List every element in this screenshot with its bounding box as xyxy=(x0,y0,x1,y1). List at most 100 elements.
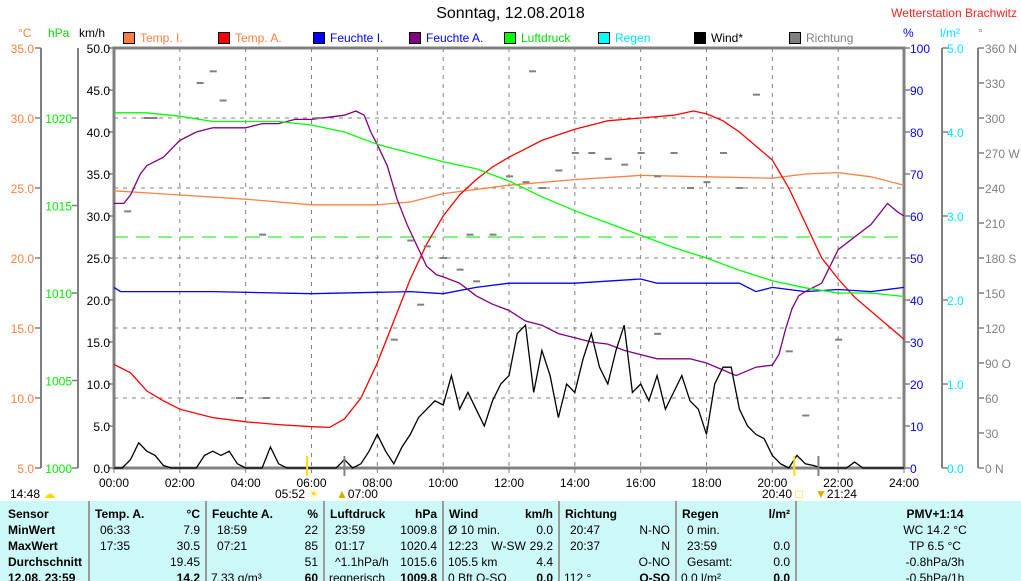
cell-value: N xyxy=(661,539,670,553)
direction-point xyxy=(588,152,596,154)
direction-point xyxy=(571,152,579,154)
direction-point xyxy=(124,210,132,213)
rain-axis-label: 3.0 xyxy=(947,210,964,224)
x-axis-label: 18:00 xyxy=(691,476,721,490)
x-axis-label: 02:00 xyxy=(165,476,195,490)
cell-label: ^1.1hPa/h xyxy=(335,555,389,569)
sunset-icon: □ xyxy=(795,487,803,501)
legend-item: Wind* xyxy=(694,31,743,45)
column-header: Luftdruck xyxy=(330,507,386,521)
cell-value: 1020.4 xyxy=(400,539,437,553)
sun-icon: ☁ xyxy=(43,487,56,501)
direction-point xyxy=(143,117,151,119)
humidity-axis-label: 20 xyxy=(910,378,924,392)
humidity-axis-label: 10 xyxy=(910,420,924,434)
column-unit: hPa xyxy=(414,507,437,521)
direction-point xyxy=(604,157,612,160)
direction-point xyxy=(687,187,695,189)
cell-label: 06:33 xyxy=(100,523,131,537)
cell-label: Gesamt: xyxy=(687,555,733,569)
series-line-temp-a xyxy=(113,110,905,429)
moonset-icon: ▼ xyxy=(815,487,827,501)
column-header: Wind xyxy=(449,507,479,521)
pressure-axis-label: 1010 xyxy=(45,287,72,301)
direction-point xyxy=(538,187,546,189)
wind-axis-label: 15.0 xyxy=(87,336,111,350)
legend-swatch xyxy=(409,32,421,44)
extra-info: -0.5hPa/1h xyxy=(905,571,965,581)
cell-label: 12:23 W-SW xyxy=(448,539,526,553)
x-axis-label: 00:00 xyxy=(99,476,129,490)
direction-axis-label: 120 xyxy=(985,322,1005,336)
moonrise-icon: ▲ xyxy=(336,487,348,501)
station-name: Wetterstation Brachwitz xyxy=(891,6,1017,20)
direction-axis-label: 60 xyxy=(985,392,999,406)
wind-axis-label: 20.0 xyxy=(87,294,111,308)
direction-axis-label: 180 S xyxy=(985,252,1016,266)
pressure-axis-label: 1015 xyxy=(45,200,72,214)
legend-label: Luftdruck xyxy=(521,31,571,45)
unit-direction: ° xyxy=(978,26,983,40)
wind-axis-label: 40.0 xyxy=(87,126,111,140)
sunrise-icon: ☀ xyxy=(308,487,320,501)
cell-label: 01:17 xyxy=(335,539,366,553)
legend-label: Richtung xyxy=(806,31,854,45)
cell-label: Ø 10 min. xyxy=(448,523,501,537)
rain-axis-label: 4.0 xyxy=(947,126,964,140)
cell-label: 112 ° xyxy=(564,571,592,581)
unit-wind: km/h xyxy=(79,26,106,40)
direction-point xyxy=(390,338,398,341)
legend-item: Temp. I. xyxy=(123,31,183,45)
wind-axis-label: 30.0 xyxy=(87,210,111,224)
wind-axis-label: 5.0 xyxy=(93,420,110,434)
direction-point xyxy=(506,175,513,178)
direction-axis-label: 240 xyxy=(985,182,1005,196)
cell-value: 30.5 xyxy=(176,539,200,553)
direction-point xyxy=(654,175,662,178)
pressure-axis-label: 1005 xyxy=(45,375,72,389)
cell-value: 19.45 xyxy=(169,555,200,569)
sun-left-time: 14:48 ☁ xyxy=(10,487,56,501)
sensor-row-label: MaxWert xyxy=(8,539,58,553)
cell-value: 0.0 xyxy=(536,523,553,537)
direction-point xyxy=(473,280,481,283)
direction-point xyxy=(670,152,678,154)
x-axis-label: 08:00 xyxy=(362,476,392,490)
cell-value: 60 xyxy=(304,571,318,581)
cell-value: 7.9 xyxy=(183,523,200,537)
humidity-axis-label: 70 xyxy=(910,168,924,182)
sensor-row-label: 12.08. 23:59 xyxy=(8,571,76,581)
cell-value: 0.0 xyxy=(773,555,790,569)
temp-axis-label: 15.0 xyxy=(11,322,35,336)
cell-label: 0 Bft O-SO xyxy=(448,571,507,581)
direction-point xyxy=(262,397,270,399)
pressure-axis-label: 1020 xyxy=(45,112,72,126)
direction-point xyxy=(785,350,793,353)
cell-value: 4.4 xyxy=(536,555,553,569)
column-unit: l/m² xyxy=(768,507,790,521)
legend-item: Luftdruck xyxy=(504,31,570,45)
direction-point xyxy=(219,99,227,102)
series-line-luftdruck xyxy=(114,112,905,298)
x-axis-label: 22:00 xyxy=(823,476,853,490)
rain-axis-label: 0.0 xyxy=(947,462,964,476)
legend-item: Regen xyxy=(598,31,650,45)
column-divider xyxy=(205,501,207,581)
x-axis-label: 06:00 xyxy=(296,476,326,490)
humidity-axis-label: 30 xyxy=(910,336,924,350)
temp-axis-label: 30.0 xyxy=(11,112,35,126)
legend-item: Richtung xyxy=(789,31,853,45)
direction-point xyxy=(236,397,244,399)
sensor-row-label: MinWert xyxy=(8,523,56,537)
x-axis-label: 20:00 xyxy=(757,476,787,490)
column-divider xyxy=(675,501,677,581)
wind-axis-label: 35.0 xyxy=(87,168,111,182)
weather-chart: 5.010.015.020.025.030.035.01000100510101… xyxy=(11,42,1021,490)
legend-swatch xyxy=(313,32,325,44)
rain-axis-label: 2.0 xyxy=(947,294,964,308)
humidity-axis-label: 100 xyxy=(910,42,930,56)
direction-point xyxy=(417,303,425,306)
x-axis-label: 16:00 xyxy=(626,476,656,490)
direction-axis-label: 270 W xyxy=(985,147,1020,161)
direction-axis-label: 90 O xyxy=(985,357,1011,371)
